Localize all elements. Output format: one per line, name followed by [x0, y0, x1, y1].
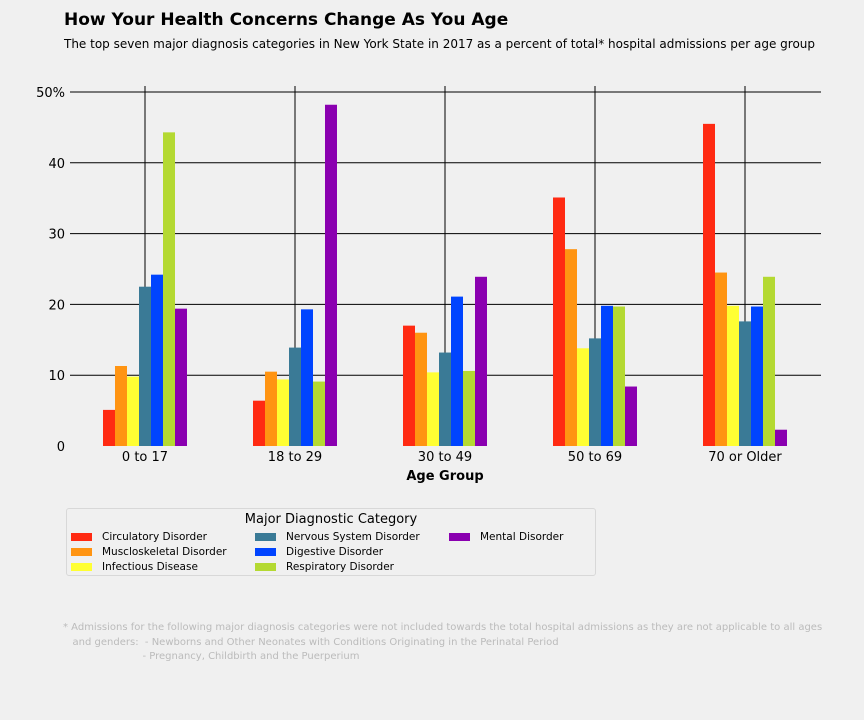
- x-tick-label: 18 to 29: [268, 450, 322, 465]
- legend-label: Muscloskeletal Disorder: [102, 546, 227, 558]
- legend-label: Mental Disorder: [480, 531, 564, 543]
- chart-title: How Your Health Concerns Change As You A…: [64, 10, 509, 30]
- y-tick-label: 10: [48, 369, 65, 384]
- chart-subtitle: The top seven major diagnosis categories…: [64, 37, 816, 51]
- legend-title: Major Diagnostic Category: [244, 512, 418, 527]
- bar: [427, 372, 439, 446]
- bar: [751, 306, 763, 446]
- legend-swatch: [71, 533, 92, 541]
- legend-item: Infectious Disease: [71, 561, 198, 573]
- y-tick-label: 30: [48, 228, 65, 243]
- y-tick-label: 50%: [36, 86, 65, 101]
- bar: [151, 274, 163, 446]
- legend-item: Muscloskeletal Disorder: [71, 546, 227, 558]
- bar: [739, 321, 751, 446]
- bar: [463, 370, 475, 446]
- bar: [613, 306, 625, 446]
- x-axis-title: Age Group: [406, 469, 483, 484]
- bar: [115, 365, 127, 446]
- legend-swatch: [255, 548, 276, 556]
- bar: [139, 286, 151, 446]
- bar: [775, 429, 787, 446]
- bar: [127, 376, 139, 446]
- legend-item: Mental Disorder: [449, 531, 563, 543]
- bar: [253, 400, 265, 446]
- bar: [565, 249, 577, 446]
- x-tick-label: 30 to 49: [418, 450, 472, 465]
- y-tick-label: 0: [57, 440, 65, 455]
- bar: [475, 276, 487, 446]
- legend-label: Nervous System Disorder: [286, 531, 420, 543]
- footnote-line-3: - Pregnancy, Childbirth and the Puerperi…: [63, 651, 360, 662]
- bar: [103, 409, 115, 446]
- bar: [553, 197, 565, 446]
- bar: [289, 347, 301, 446]
- x-tick-label: 50 to 69: [568, 450, 622, 465]
- x-tick-label: 70 or Older: [708, 450, 782, 465]
- bar: [589, 338, 601, 446]
- legend-label: Circulatory Disorder: [102, 531, 207, 543]
- legend-swatch: [71, 548, 92, 556]
- footnote-line-1: * Admissions for the following major dia…: [63, 622, 823, 633]
- bar: [301, 309, 313, 446]
- bar: [403, 325, 415, 446]
- bar: [601, 305, 613, 446]
- bar: [325, 104, 337, 446]
- legend-label: Infectious Disease: [102, 561, 198, 573]
- legend-item: Respiratory Disorder: [255, 561, 394, 573]
- y-tick-label: 20: [48, 298, 65, 313]
- bar: [415, 332, 427, 446]
- legend-item: Digestive Disorder: [255, 546, 383, 558]
- bar: [451, 296, 463, 446]
- bars: [103, 104, 787, 447]
- bar: [439, 352, 451, 446]
- y-tick-label: 40: [48, 157, 65, 172]
- bar: [577, 348, 589, 446]
- bar: [163, 132, 175, 446]
- legend-swatch: [255, 533, 276, 541]
- x-tick-label: 0 to 17: [122, 450, 168, 465]
- bar: [265, 371, 277, 446]
- bar: [313, 381, 325, 446]
- legend-swatch: [71, 563, 92, 571]
- bar: [175, 308, 187, 446]
- footnote-line-2: and genders: - Newborns and Other Neonat…: [63, 637, 559, 648]
- bar: [763, 276, 775, 446]
- legend-swatch: [449, 533, 470, 541]
- bar: [703, 123, 715, 447]
- tick-labels: 0 10 20 30 40 50% 0 to 17 18 to 29 30 to 49 50 to…: [36, 86, 782, 465]
- bar: [277, 379, 289, 446]
- bar: [727, 305, 739, 446]
- legend-label: Digestive Disorder: [286, 546, 384, 558]
- legend: Major Diagnostic Category Circulatory Di…: [66, 508, 596, 576]
- bar-chart: 0 10 20 30 40 50% 0 to 17 18 to 29 30 to 49 50 to…: [36, 86, 821, 484]
- legend-swatch: [255, 563, 276, 571]
- legend-label: Respiratory Disorder: [286, 561, 394, 573]
- bar: [715, 272, 727, 446]
- legend-item: Nervous System Disorder: [255, 531, 420, 543]
- bar: [625, 386, 637, 446]
- legend-item: Circulatory Disorder: [71, 531, 207, 543]
